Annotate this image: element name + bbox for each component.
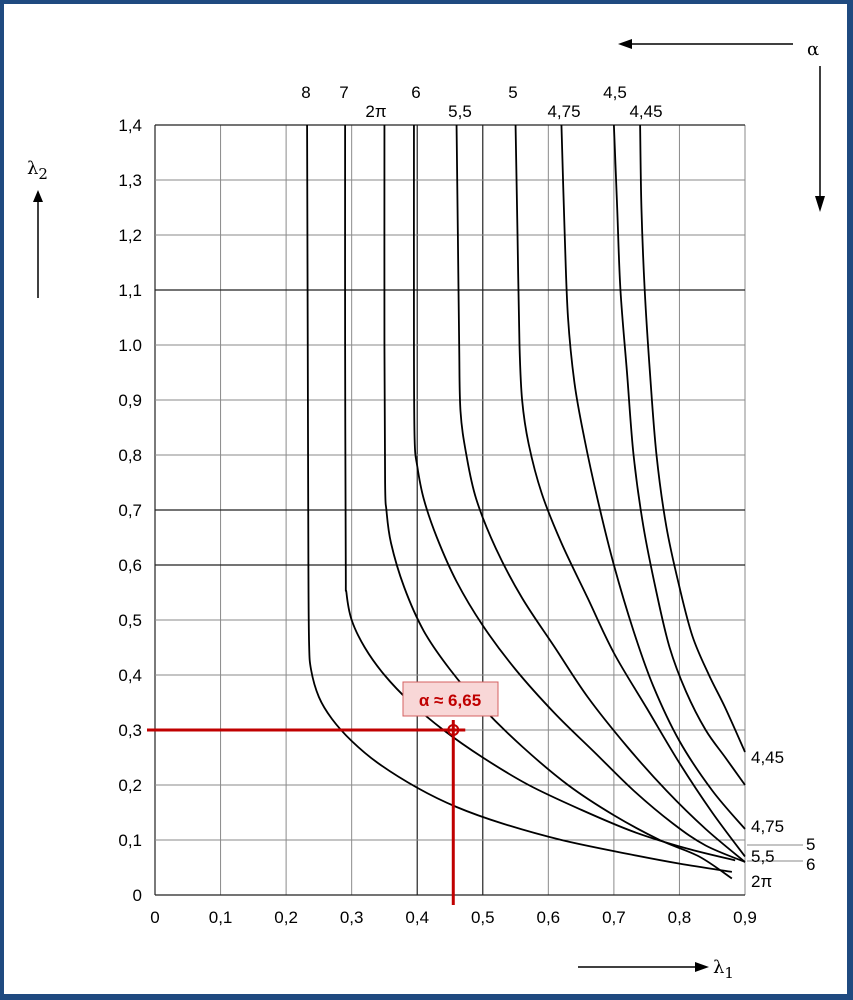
y-tick-label: 0,1 (118, 831, 142, 850)
y-axis-ticks: 0 0,1 0,2 0,3 0,4 0,5 0,6 0,7 0,8 0,9 1.0 1,1 1,2 1,3… (118, 116, 142, 905)
top-label: 5 (508, 83, 517, 102)
top-curve-labels: 8 7 2π 6 5,5 5 4,75 4,54,45 (301, 83, 662, 121)
curves (306, 124, 746, 880)
curve-alpha-4_5 (612, 124, 746, 786)
lambda2-label: λ2 (27, 158, 48, 183)
curve-alpha-7 (344, 124, 736, 862)
curve-alpha-5_5 (455, 124, 746, 863)
right-label: 6 (806, 855, 815, 874)
top-label: 6 (411, 83, 420, 102)
x-tick-label: 0,1 (209, 908, 233, 927)
curve-alpha-8 (306, 124, 733, 873)
x-tick-label: 0 (150, 908, 159, 927)
top-label: 4,5 (603, 83, 627, 102)
right-curve-labels: 2π 6 5,5 5 4,75 4,45 (747, 748, 815, 891)
y-tick-label: 1.0 (118, 336, 142, 355)
curve-alpha-2π (383, 124, 733, 880)
y-tick-label: 0,2 (118, 776, 142, 795)
y-tick-label: 0,4 (118, 666, 142, 685)
top-label: 2π (365, 102, 386, 121)
lambda1-label: λ1 (713, 957, 734, 982)
x-tick-label: 0,9 (733, 908, 757, 927)
y-tick-label: 0,9 (118, 391, 142, 410)
right-label: 4,75 (751, 817, 784, 836)
right-label: 5,5 (751, 847, 775, 866)
x-tick-label: 0,7 (602, 908, 626, 927)
x-tick-label: 0,4 (405, 908, 429, 927)
right-label: 4,45 (751, 748, 784, 767)
x-tick-label: 0,6 (537, 908, 561, 927)
top-label: 5,5 (448, 102, 472, 121)
y-tick-label: 0 (133, 886, 142, 905)
x-tick-label: 0,3 (340, 908, 364, 927)
alpha-label: α (807, 39, 819, 60)
annotation-box (402, 681, 499, 717)
crosshair-icon (447, 724, 460, 736)
curve-alpha-6 (412, 124, 746, 863)
x-tick-label: 0,8 (668, 908, 692, 927)
x-axis-label: λ1 (578, 957, 734, 982)
x-axis-ticks: 0 0,1 0,2 0,3 0,4 0,5 0,6 0,7 0,8 0,9 (150, 908, 757, 927)
y-tick-label: 0,5 (118, 611, 142, 630)
y-tick-label: 0,8 (118, 446, 142, 465)
y-tick-label: 0,6 (118, 556, 142, 575)
top-label: 8 (301, 83, 310, 102)
y-tick-label: 1,2 (118, 226, 142, 245)
y-axis-label: λ2 (27, 158, 48, 298)
grid (154, 124, 746, 896)
annotation-text: α ≈ 6,65 (419, 691, 481, 710)
y-tick-label: 1,1 (118, 281, 142, 300)
y-tick-label: 0,3 (118, 721, 142, 740)
alpha-direction: α (618, 39, 825, 212)
right-label: 5 (806, 835, 815, 854)
curve-alpha-4_45 (639, 124, 746, 753)
top-label: 4,45 (629, 102, 662, 121)
right-label: 2π (751, 872, 772, 891)
y-tick-label: 1,3 (118, 171, 142, 190)
curve-alpha-4_75 (560, 124, 746, 830)
curve-alpha-5 (514, 124, 746, 858)
x-tick-label: 0,2 (274, 908, 298, 927)
top-label: 7 (339, 83, 348, 102)
y-tick-label: 0,7 (118, 501, 142, 520)
y-tick-label: 1,4 (118, 116, 142, 135)
top-label: 4,75 (547, 102, 580, 121)
x-tick-label: 0,5 (471, 908, 495, 927)
annotation: α ≈ 6,65 (147, 681, 499, 905)
